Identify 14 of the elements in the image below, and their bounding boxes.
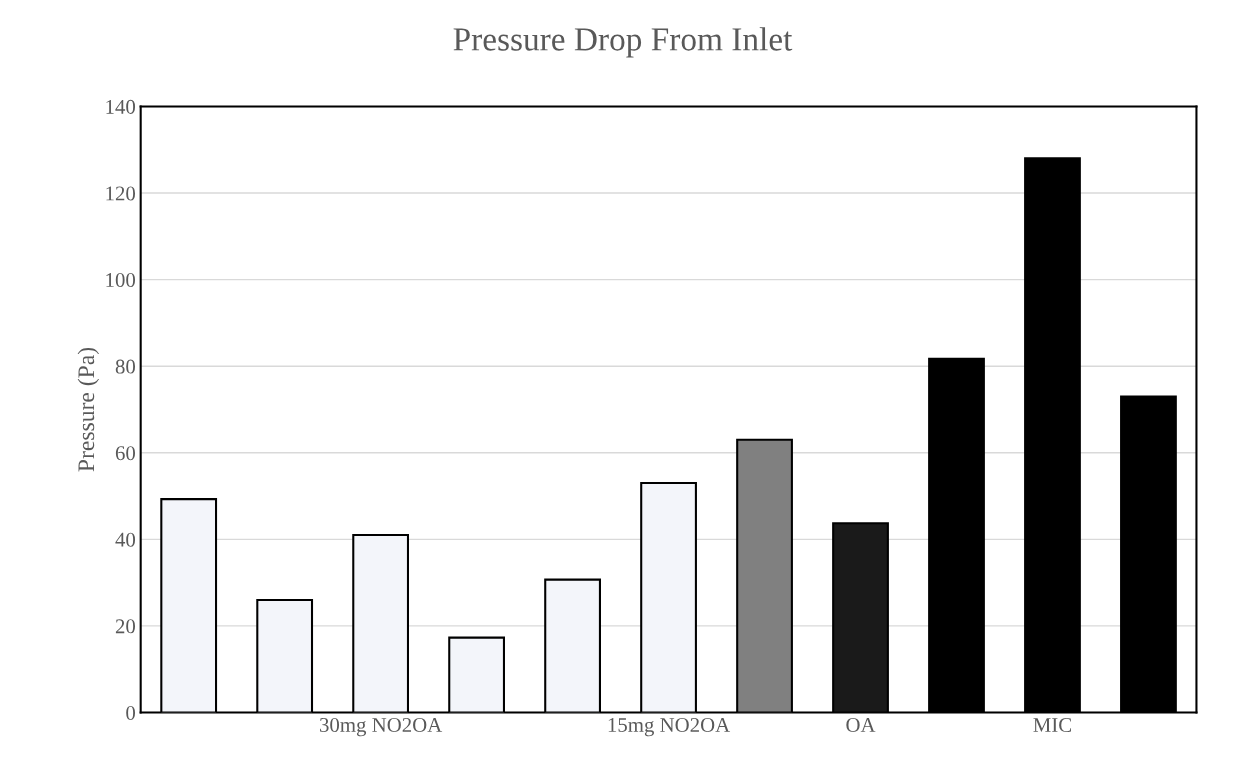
x-tick-label: MIC [1033, 718, 1072, 733]
y-axis-title: Pressure (Pa) [77, 347, 100, 472]
y-tick-label: 140 [106, 99, 136, 114]
chart-title: Pressure Drop From Inlet [453, 27, 793, 58]
x-tick-label: OA [846, 718, 876, 733]
y-tick-label: 120 [106, 186, 136, 201]
y-tick-label: 80 [115, 359, 136, 374]
y-tick-label: 0 [126, 705, 136, 720]
y-tick-label: 60 [115, 446, 136, 461]
y-tick-label: 20 [115, 619, 136, 634]
x-tick-label: 15mg NO2OA [608, 717, 731, 737]
y-tick-label: 100 [106, 272, 136, 288]
x-tick-label: 30mg NO2OA [320, 717, 443, 737]
y-tick-label: 40 [115, 532, 136, 547]
